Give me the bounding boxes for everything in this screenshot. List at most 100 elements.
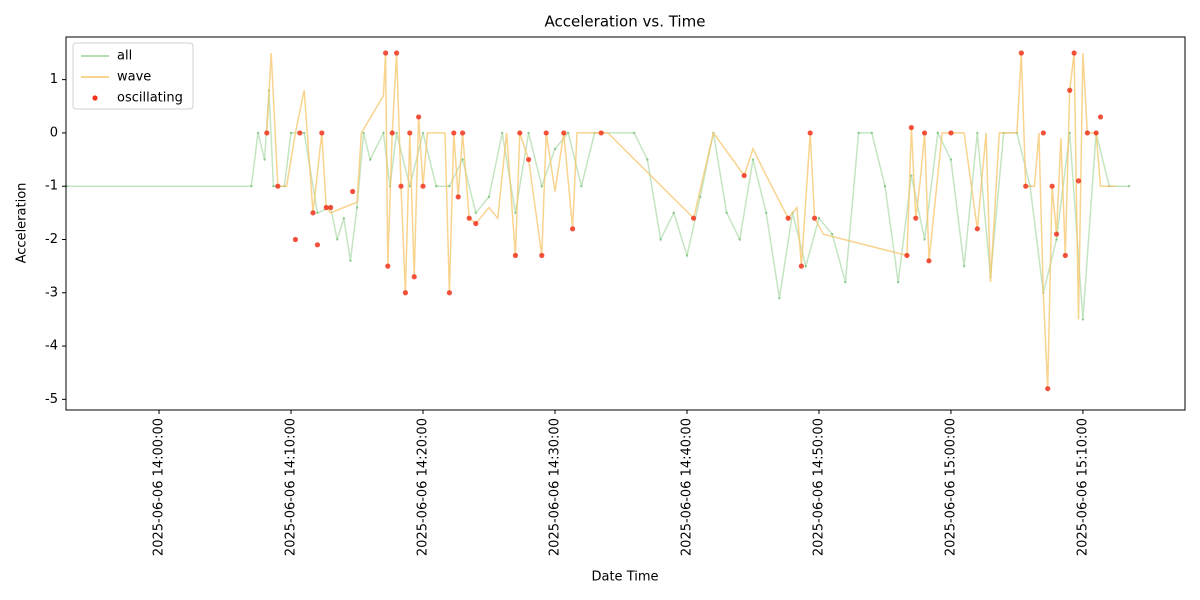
point [487,195,491,199]
x-tick-label: 2025-06-06 15:10:00 [1075,418,1090,556]
point [336,238,339,241]
scatter-point [1071,50,1077,56]
scatter-point [926,258,932,264]
point [817,216,821,220]
point [303,131,306,135]
point [870,131,873,135]
point [923,238,926,241]
x-tick-label: 2025-06-06 14:00:00 [152,418,167,556]
plot-layer [66,50,1131,392]
scatter-point [411,274,417,280]
scatter-point [1049,183,1055,189]
point [738,238,741,241]
point [764,211,768,215]
point [355,206,359,209]
scatter-point [389,130,395,136]
point [263,158,266,161]
point [751,158,755,161]
scatter-point [446,290,453,296]
scatter-point [1093,130,1099,136]
scatter-point [402,290,409,296]
point [949,158,953,161]
point [408,185,412,188]
point [672,211,675,215]
scatter-point [460,130,466,136]
point [395,131,398,135]
x-tick-label: 2025-06-06 14:20:00 [416,418,431,556]
y-tick-label: 1 [50,72,58,87]
point [474,211,478,215]
y-axis-label: Acceleration [15,183,30,264]
y-tick-label: -3 [45,285,58,300]
scatter-point [512,252,519,259]
x-tick-label: 2025-06-06 15:00:00 [943,418,958,556]
y-tick-label: -5 [45,392,58,407]
point [256,131,260,135]
scatter-point [1045,386,1051,392]
scatter-point [1053,231,1060,237]
y-tick-label: -2 [45,232,58,247]
scatter-point [275,183,281,189]
point [962,264,966,268]
point [844,280,847,284]
series-line [266,52,1116,389]
point [421,131,425,135]
point [527,131,530,135]
point [685,254,689,257]
point [514,211,517,215]
point [976,131,979,135]
point [289,131,293,135]
point [883,185,887,188]
scatter-point [913,215,919,221]
scatter-point [798,263,804,269]
point [1081,318,1085,321]
point [349,259,352,262]
scatter-point [948,130,954,136]
scatter-point [394,50,400,56]
scatter-point [526,156,532,163]
scatter-point [807,130,813,136]
scatter-point [310,210,316,216]
point [501,131,504,135]
point [448,185,451,188]
scatter-point [974,226,980,232]
point [910,174,913,177]
x-tick-label: 2025-06-06 14:30:00 [547,418,562,556]
point [250,185,253,188]
point [830,232,834,236]
legend-label: all [117,49,132,64]
scatter-point [455,194,461,200]
scatter-point [319,130,325,136]
y-tick-label: -1 [45,179,58,194]
point [382,131,385,135]
point [896,280,900,284]
axes-frame [65,36,1186,411]
point [566,131,570,135]
point [1055,238,1058,241]
scatter-point [1023,183,1029,189]
scatter-point [420,183,426,189]
scatter-point [1062,252,1068,259]
point [1127,185,1131,188]
scatter-point [811,215,818,221]
scatter-point [466,215,472,221]
scatter-point [398,183,404,189]
point [272,185,275,188]
legend-label: wave [117,70,151,85]
plot-area [66,37,1185,410]
point [857,131,860,135]
scatter-point [451,130,457,136]
scatter-point [908,124,914,131]
point [632,131,636,135]
scatter-point [292,236,299,243]
scatter-point [383,50,389,56]
x-axis-label: Date Time [591,570,658,585]
scatter-point [323,204,329,211]
scatter-point [264,130,270,136]
point [646,158,649,161]
legend-label: oscillating [117,91,183,106]
point [725,211,728,215]
scatter-point [1018,50,1024,56]
y-tick-label: 0 [50,125,58,140]
